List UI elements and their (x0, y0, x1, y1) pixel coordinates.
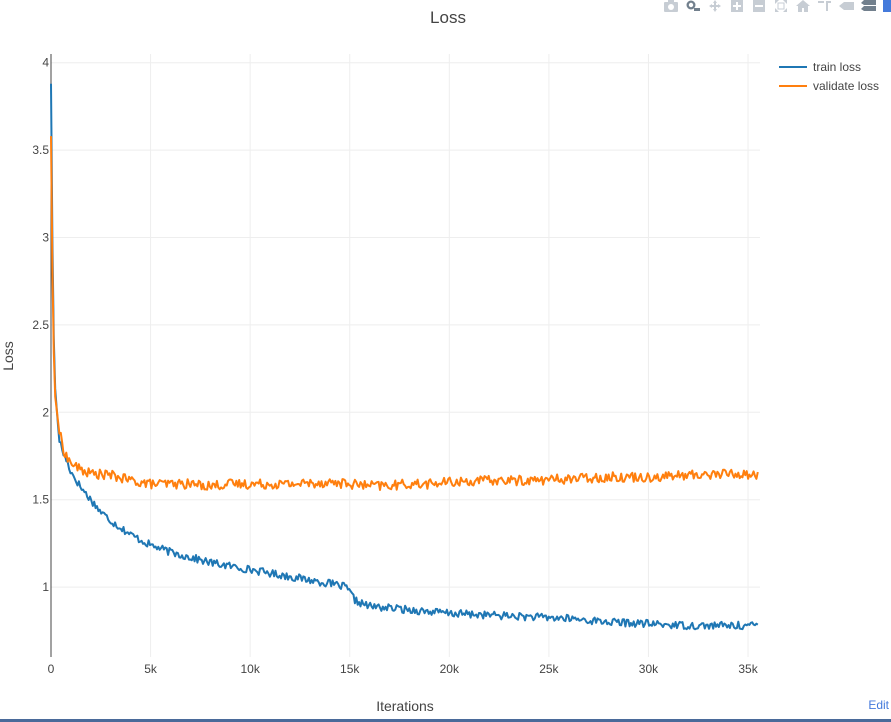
x-tick-label: 25k (539, 662, 559, 676)
x-tick-labels: 0 5k 10k 15k 20k 25k 30k 35k (48, 662, 759, 676)
zoom-icon[interactable] (685, 0, 701, 12)
y-tick-label: 2.5 (32, 318, 49, 332)
y-tick-label: 2 (42, 405, 49, 419)
reset-axes-icon[interactable] (795, 0, 811, 12)
plotly-logo-icon[interactable] (883, 0, 891, 12)
series-line-validate-loss[interactable] (50, 136, 759, 491)
window-bottom-border (0, 719, 891, 722)
x-tick-label: 10k (240, 662, 260, 676)
y-axis-title: Loss (0, 341, 16, 371)
x-tick-label: 20k (440, 662, 460, 676)
x-axis-title: Iterations (376, 698, 434, 714)
hover-closest-icon[interactable] (839, 0, 855, 12)
legend: train loss validate loss (779, 60, 879, 93)
y-tick-label: 1.5 (32, 493, 49, 507)
series-lines[interactable] (50, 83, 759, 631)
legend-item-validate-loss[interactable]: validate loss (779, 79, 879, 93)
hover-compare-icon[interactable] (861, 0, 877, 12)
legend-item-train-loss[interactable]: train loss (779, 60, 861, 74)
y-tick-label: 3 (42, 231, 49, 245)
series-line-train-loss[interactable] (50, 83, 759, 631)
camera-icon[interactable] (663, 0, 679, 12)
modebar-toolbar (663, 0, 891, 12)
spike-lines-icon[interactable] (817, 0, 833, 12)
x-tick-label: 35k (738, 662, 758, 676)
y-tick-label: 3.5 (32, 143, 49, 157)
x-tick-label: 5k (144, 662, 158, 676)
legend-label-train-loss: train loss (813, 60, 861, 74)
y-tick-label: 4 (42, 56, 49, 70)
zoom-in-icon[interactable] (729, 0, 745, 12)
x-tick-label: 30k (639, 662, 659, 676)
pan-icon[interactable] (707, 0, 723, 12)
y-tick-labels: 1 1.5 2 2.5 3 3.5 4 (32, 56, 49, 594)
legend-label-validate-loss: validate loss (813, 79, 879, 93)
autoscale-icon[interactable] (773, 0, 789, 12)
chart-title: Loss (430, 8, 466, 27)
y-tick-label: 1 (42, 580, 49, 594)
x-tick-label: 0 (48, 662, 55, 676)
edit-link[interactable]: Edit (868, 698, 889, 712)
zoom-out-icon[interactable] (751, 0, 767, 12)
x-tick-label: 15k (340, 662, 360, 676)
grid-lines (51, 54, 760, 657)
